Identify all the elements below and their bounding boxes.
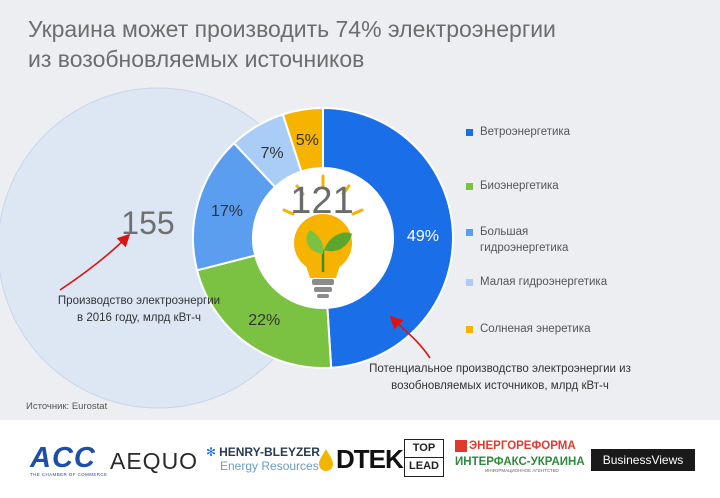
lightbulb-icon bbox=[282, 174, 364, 298]
chart-title: Украина может производить 74% электроэне… bbox=[28, 14, 588, 74]
legend-label: Малая гидроэнергетика bbox=[480, 276, 608, 288]
legend-label: Биоэнергетика bbox=[480, 180, 559, 192]
value-label-wind: 49% bbox=[407, 228, 439, 245]
interfax-text: ИНТЕРФАКС-УКРАИНА bbox=[455, 456, 585, 468]
legend-swatch bbox=[466, 326, 473, 333]
annotation-renewable-potential: Потенциальное производство электроэнерги… bbox=[369, 363, 631, 392]
legend-item-bio: Биоэнергетика bbox=[466, 178, 680, 194]
top-lead-top: TOP bbox=[405, 440, 443, 458]
top-lead-logo: TOP LEAD bbox=[404, 439, 444, 477]
donut-chart: 121 155 49% 22% 17% 7% 5% bbox=[0, 87, 454, 409]
henry-bleyzer-logo: ✻ HENRY-BLEYZER Energy Resources bbox=[206, 445, 320, 473]
annotation-arrow-2016 bbox=[59, 233, 131, 291]
energy-mark-icon bbox=[455, 440, 467, 452]
title-line-2: из возобновляемых источников bbox=[28, 46, 365, 72]
value-label-bioenergy: 22% bbox=[248, 312, 280, 329]
snowflake-icon: ✻ bbox=[206, 445, 217, 459]
partner-logos-bar: ACC THE CHAMBER OF COMMERCE AEQUO ✻ HENR… bbox=[0, 420, 720, 498]
legend-item-solar: Солненая энеретика bbox=[466, 321, 680, 337]
legend-swatch bbox=[466, 279, 473, 286]
total-potential-label: 121 bbox=[290, 180, 353, 222]
energoreforma-interfax-logo: ЭНЕРГОРЕФОРМА ИНТЕРФАКС-УКРАИНА ИНФОРМАЦ… bbox=[455, 440, 585, 473]
top-lead-bottom: LEAD bbox=[409, 460, 439, 472]
acc-logo-text: ACC bbox=[30, 442, 96, 474]
legend-label: Большая гидроэнергетика bbox=[480, 226, 569, 254]
interfax-subtext: ИНФОРМАЦИОННОЕ АГЕНТСТВО bbox=[485, 468, 560, 473]
annotation-production-2016: Производство электроэнергии в 2016 году,… bbox=[57, 295, 221, 324]
dtek-drop-icon bbox=[319, 448, 333, 471]
legend-swatch bbox=[466, 183, 473, 190]
annotation-arrow-potential bbox=[389, 315, 431, 359]
acc-logo: ACC THE CHAMBER OF COMMERCE bbox=[30, 442, 108, 478]
legend-item-wind: Ветроэнергетика bbox=[466, 124, 680, 140]
legend-item-small-hydro: Малая гидроэнергетика bbox=[466, 274, 680, 290]
legend-item-large-hydro: Большая гидроэнергетика bbox=[466, 224, 680, 256]
acc-logo-subtext: THE CHAMBER OF COMMERCE bbox=[30, 472, 108, 477]
infographic: Украина может производить 74% электроэне… bbox=[0, 14, 680, 412]
business-views-logo: BusinessViews bbox=[591, 449, 695, 471]
henry-bleyzer-subtitle: Energy Resources bbox=[220, 459, 319, 473]
legend-swatch bbox=[466, 229, 473, 236]
source-note: Источник: Eurostat bbox=[26, 401, 108, 412]
value-label-solar: 5% bbox=[296, 132, 319, 149]
henry-bleyzer-name: HENRY-BLEYZER bbox=[219, 445, 320, 459]
dtek-logo: DTEK bbox=[318, 444, 404, 475]
legend-swatch bbox=[466, 129, 473, 136]
legend-label: Ветроэнергетика bbox=[480, 126, 571, 138]
total-2016-label: 155 bbox=[121, 205, 174, 241]
dtek-logo-text: DTEK bbox=[336, 444, 404, 474]
value-label-small-hydro: 7% bbox=[261, 145, 284, 162]
legend-label: Солненая энеретика bbox=[480, 323, 591, 335]
aequo-logo: AEQUO bbox=[110, 448, 199, 474]
energoreforma-text: ЭНЕРГОРЕФОРМА bbox=[469, 440, 576, 452]
value-label-large-hydro: 17% bbox=[211, 203, 243, 220]
title-line-1: Украина может производить 74% электроэне… bbox=[28, 16, 556, 42]
